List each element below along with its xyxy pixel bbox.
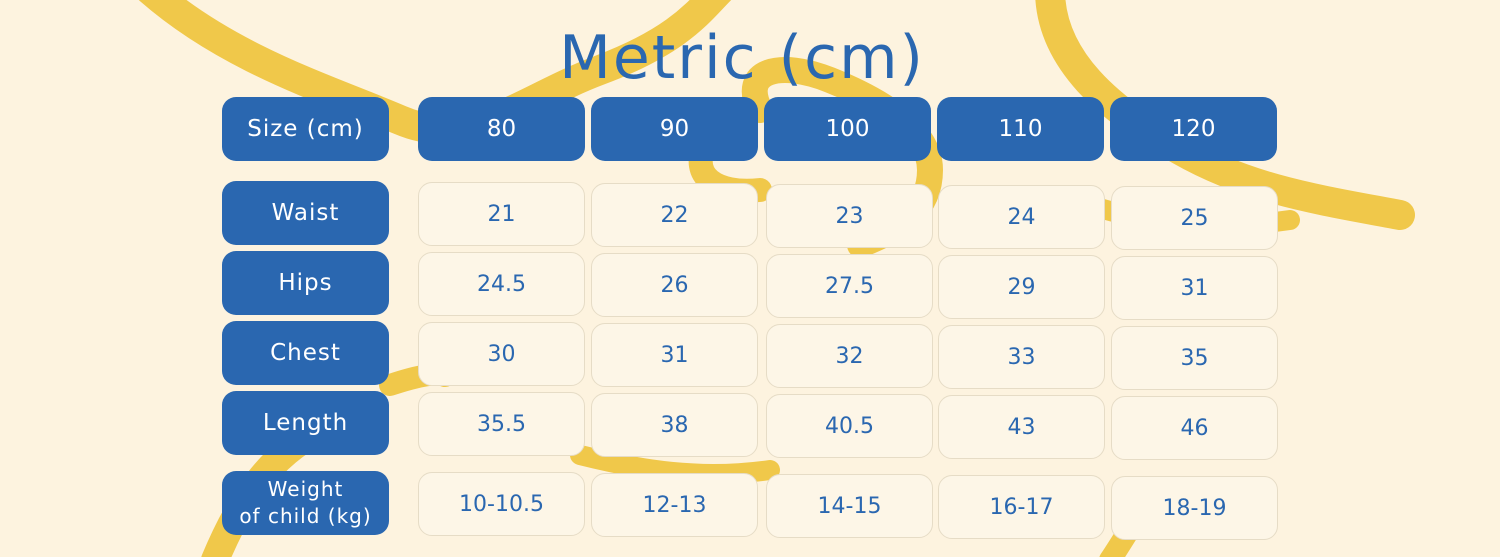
table-cell: 40.5 (766, 394, 933, 458)
header-label-size: Size (cm) (222, 97, 389, 161)
table-cell: 35 (1111, 326, 1278, 390)
table-cell: 32 (766, 324, 933, 388)
table-cell: 18-19 (1111, 476, 1278, 540)
table-cell: 33 (938, 325, 1105, 389)
table-cell: 22 (591, 183, 758, 247)
page-title: Metric (cm) (559, 23, 925, 93)
table-cell: 24.5 (418, 252, 585, 316)
row-label-waist: Waist (222, 181, 389, 245)
table-cell: 25 (1111, 186, 1278, 250)
row-label-weight: Weight of child (kg) (222, 471, 389, 535)
table-cell: 27.5 (766, 254, 933, 318)
table-cell: 30 (418, 322, 585, 386)
table-cell: 10-10.5 (418, 472, 585, 536)
table-cell: 31 (1111, 256, 1278, 320)
table-cell: 14-15 (766, 474, 933, 538)
size-header-110: 110 (937, 97, 1104, 161)
row-label-chest: Chest (222, 321, 389, 385)
row-label-weight-line1: Weight (267, 477, 344, 501)
table-cell: 16-17 (938, 475, 1105, 539)
table-cell: 12-13 (591, 473, 758, 537)
table-cell: 26 (591, 253, 758, 317)
size-header-100: 100 (764, 97, 931, 161)
table-cell: 24 (938, 185, 1105, 249)
row-label-hips: Hips (222, 251, 389, 315)
table-cell: 35.5 (418, 392, 585, 456)
table-cell: 38 (591, 393, 758, 457)
table-cell: 46 (1111, 396, 1278, 460)
table-cell: 43 (938, 395, 1105, 459)
table-cell: 23 (766, 184, 933, 248)
table-cell: 21 (418, 182, 585, 246)
size-header-120: 120 (1110, 97, 1277, 161)
size-header-80: 80 (418, 97, 585, 161)
row-label-length: Length (222, 391, 389, 455)
size-header-90: 90 (591, 97, 758, 161)
row-label-weight-line2: of child (kg) (239, 504, 372, 528)
table-cell: 31 (591, 323, 758, 387)
table-cell: 29 (938, 255, 1105, 319)
